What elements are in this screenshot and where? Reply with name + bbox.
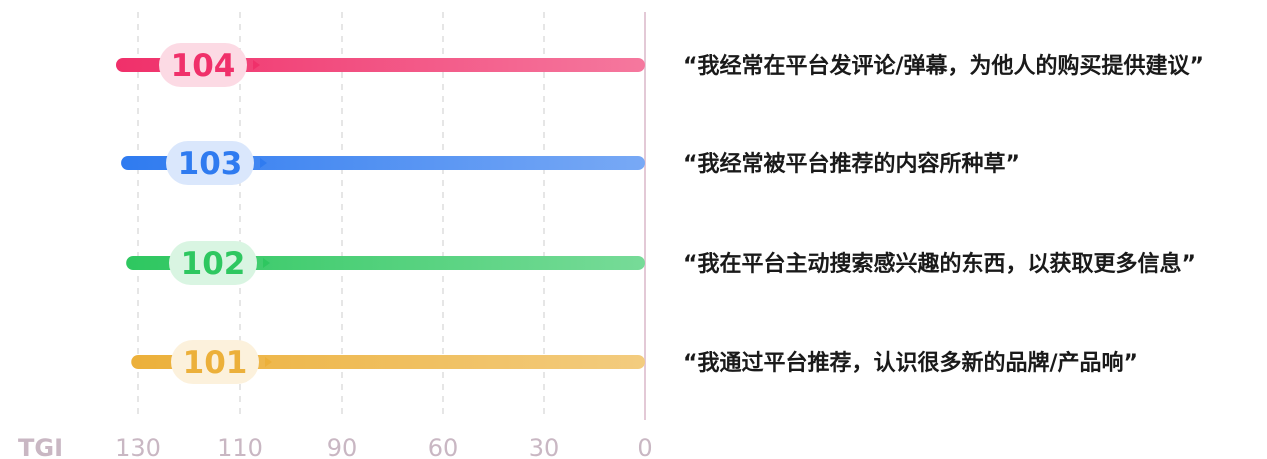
x-axis-ticks: 130 110 90 60 30 0 xyxy=(115,434,653,459)
value-label: 104 xyxy=(171,48,236,84)
x-tick-label: 130 xyxy=(115,434,161,459)
x-tick-label: 30 xyxy=(529,434,560,459)
category-label: “我通过平台推荐，认识很多新的品牌/产品响” xyxy=(683,350,1138,376)
category-label: “我经常在平台发评论/弹幕，为他人的购买提供建议” xyxy=(683,53,1204,79)
bar xyxy=(116,58,645,72)
pointer-arrow xyxy=(253,60,260,70)
value-pill xyxy=(166,141,254,185)
axis-title: TGI xyxy=(18,434,63,459)
category-label: “我经常被平台推荐的内容所种草” xyxy=(683,151,1020,177)
value-pill xyxy=(171,340,259,384)
x-tick-label: 90 xyxy=(327,434,358,459)
pointer-arrow xyxy=(260,158,267,168)
bars: 104 103 102 101 xyxy=(116,43,645,384)
category-label: “我在平台主动搜索感兴趣的东西，以获取更多信息” xyxy=(683,251,1196,277)
pointer-arrow xyxy=(265,357,272,367)
x-tick-label: 0 xyxy=(637,434,652,459)
value-label: 103 xyxy=(178,146,243,182)
x-tick-label: 60 xyxy=(428,434,459,459)
value-pill xyxy=(159,43,247,87)
value-label: 101 xyxy=(183,345,248,381)
value-pill xyxy=(169,241,257,285)
value-label: 102 xyxy=(181,246,246,282)
bar xyxy=(131,355,645,369)
x-tick-label: 110 xyxy=(217,434,263,459)
pointer-arrow xyxy=(263,258,270,268)
category-labels: “我经常在平台发评论/弹幕，为他人的购买提供建议” “我经常被平台推荐的内容所种草… xyxy=(683,53,1204,376)
